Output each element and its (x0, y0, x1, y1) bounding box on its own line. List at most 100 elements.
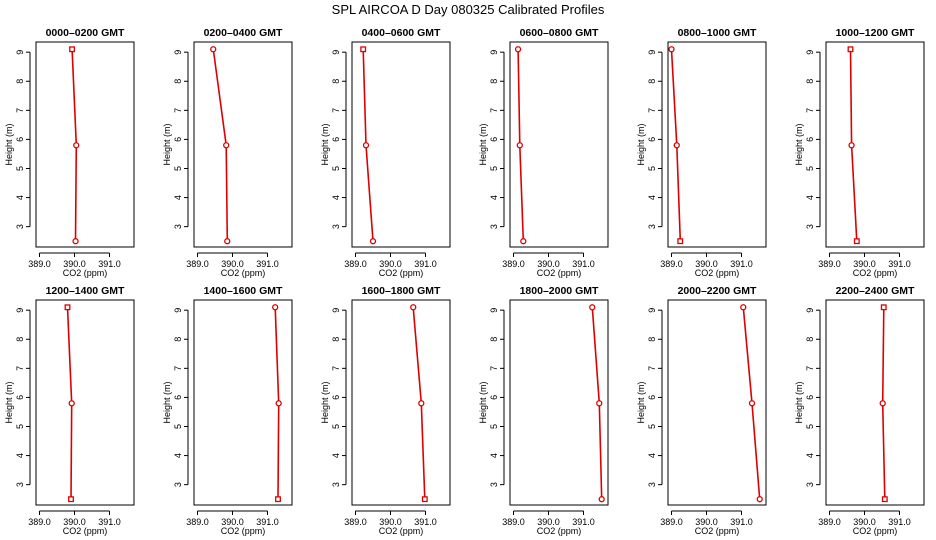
y-axis-label: Height (m) (4, 381, 14, 423)
x-axis-label: CO2 (ppm) (379, 526, 424, 536)
x-tick-label: 391.0 (888, 517, 911, 527)
data-point (68, 400, 75, 407)
data-point (880, 304, 887, 311)
y-tick-label: 3 (173, 482, 183, 487)
y-axis-label: Height (m) (636, 381, 646, 423)
x-tick-label: 390.0 (695, 259, 718, 269)
x-tick-label: 390.0 (221, 259, 244, 269)
y-tick-label: 5 (173, 166, 183, 171)
x-axis-label: CO2 (ppm) (695, 526, 740, 536)
data-point (881, 496, 888, 503)
data-point (69, 46, 75, 53)
data-point (64, 304, 71, 311)
data-point (418, 400, 425, 407)
y-tick-label: 9 (15, 308, 25, 313)
y-tick-label: 7 (173, 366, 183, 371)
plot-frame (509, 299, 609, 506)
panel-title: 1000–1200 GMT (836, 27, 915, 39)
y-axis-label: Height (m) (478, 123, 488, 165)
x-axis-label: CO2 (ppm) (63, 526, 108, 536)
x-tick-label: 389.0 (660, 517, 683, 527)
y-tick-label: 9 (647, 50, 657, 55)
x-tick-label: 389.0 (818, 517, 841, 527)
y-tick-label: 5 (805, 424, 815, 429)
panel-title: 1600–1800 GMT (362, 285, 441, 297)
y-axis-label: Height (m) (162, 381, 172, 423)
panel-title: 2200–2400 GMT (836, 285, 915, 297)
y-tick-label: 5 (647, 424, 657, 429)
x-tick-label: 390.0 (379, 259, 402, 269)
y-tick-label: 7 (805, 366, 815, 371)
data-point (272, 304, 279, 311)
y-axis-label: Height (m) (636, 123, 646, 165)
x-tick-label: 390.0 (537, 259, 560, 269)
y-tick-label: 3 (331, 224, 341, 229)
x-tick-label: 390.0 (695, 517, 718, 527)
x-tick-label: 389.0 (344, 259, 367, 269)
panel-title: 2000–2200 GMT (678, 285, 757, 297)
y-axis-label: Height (m) (794, 381, 804, 423)
y-tick-label: 5 (15, 166, 25, 171)
data-point (73, 142, 80, 149)
y-tick-label: 3 (173, 224, 183, 229)
y-tick-label: 4 (331, 453, 341, 458)
panel-title: 0000–0200 GMT (46, 27, 125, 39)
y-tick-label: 8 (173, 79, 183, 84)
x-tick-label: 390.0 (221, 517, 244, 527)
y-tick-label: 9 (173, 50, 183, 55)
y-tick-label: 8 (647, 79, 657, 84)
data-point (848, 142, 855, 149)
y-tick-label: 5 (15, 424, 25, 429)
y-axis-label: Height (m) (4, 123, 14, 165)
y-tick-label: 8 (489, 79, 499, 84)
y-tick-label: 5 (173, 424, 183, 429)
y-tick-label: 4 (331, 195, 341, 200)
y-tick-label: 9 (489, 308, 499, 313)
y-tick-label: 6 (647, 137, 657, 142)
x-tick-label: 390.0 (853, 259, 876, 269)
x-axis-label: CO2 (ppm) (537, 268, 582, 278)
plot-frame (667, 299, 767, 506)
plot-frame (35, 41, 135, 248)
y-tick-label: 6 (489, 395, 499, 400)
y-tick-label: 6 (331, 137, 341, 142)
plot-frame (351, 299, 451, 506)
data-point (520, 238, 527, 245)
y-tick-label: 3 (805, 482, 815, 487)
data-point (673, 142, 680, 149)
x-tick-label: 391.0 (572, 259, 595, 269)
y-tick-label: 5 (647, 166, 657, 171)
x-tick-label: 389.0 (186, 517, 209, 527)
y-tick-label: 9 (647, 308, 657, 313)
y-tick-label: 3 (489, 224, 499, 229)
y-tick-label: 5 (805, 166, 815, 171)
panel-title: 0800–1000 GMT (678, 27, 757, 39)
y-tick-label: 6 (15, 137, 25, 142)
data-point (677, 238, 684, 245)
panel-title: 1800–2000 GMT (520, 285, 599, 297)
y-tick-label: 7 (805, 108, 815, 113)
x-tick-label: 390.0 (379, 517, 402, 527)
data-point (68, 496, 74, 503)
x-tick-label: 391.0 (888, 259, 911, 269)
y-tick-label: 7 (15, 108, 25, 113)
data-point (516, 142, 523, 149)
x-axis-label: CO2 (ppm) (221, 526, 266, 536)
x-tick-label: 391.0 (98, 259, 121, 269)
y-tick-label: 5 (489, 424, 499, 429)
y-tick-label: 6 (173, 395, 183, 400)
y-axis-label: Height (m) (320, 381, 330, 423)
x-axis-label: CO2 (ppm) (221, 268, 266, 278)
panel-title: 0200–0400 GMT (204, 27, 283, 39)
plot-frame (35, 299, 135, 506)
x-tick-label: 391.0 (414, 259, 437, 269)
data-point (72, 238, 79, 245)
y-tick-label: 9 (173, 308, 183, 313)
x-axis-label: CO2 (ppm) (537, 526, 582, 536)
y-tick-label: 4 (489, 453, 499, 458)
